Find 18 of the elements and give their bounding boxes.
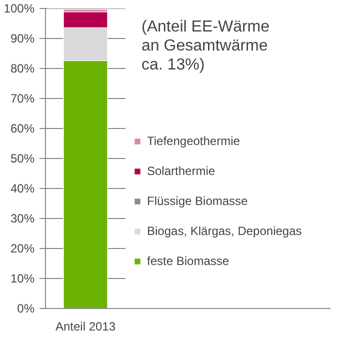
y-tick-label: 50% (10, 152, 35, 166)
legend-label: Tiefengeothermie (147, 134, 240, 148)
y-tick-label: 70% (10, 92, 35, 106)
legend-label: feste Biomasse (147, 254, 230, 268)
y-tick-label: 10% (10, 272, 35, 286)
text: (Anteil EE-Wärme an Gesamtwärme ca. 13%) (142, 18, 270, 74)
x-tick-label: Anteil 2013 (55, 320, 116, 334)
legend-label: Biogas, Klärgas, Deponiegas (147, 224, 302, 238)
y-tick-label: 20% (10, 242, 35, 256)
y-tick-label: 60% (10, 122, 35, 136)
legend-label: Solarthermie (147, 164, 216, 178)
y-tick-label: 0% (17, 302, 35, 316)
y-tick-label: 100% (4, 2, 35, 16)
y-tick-label: 80% (10, 62, 35, 76)
legend-label: Flüssige Biomasse (147, 194, 248, 208)
y-tick-label: 40% (10, 182, 35, 196)
y-tick-label: 30% (10, 212, 35, 226)
y-tick-label: 90% (10, 32, 35, 46)
